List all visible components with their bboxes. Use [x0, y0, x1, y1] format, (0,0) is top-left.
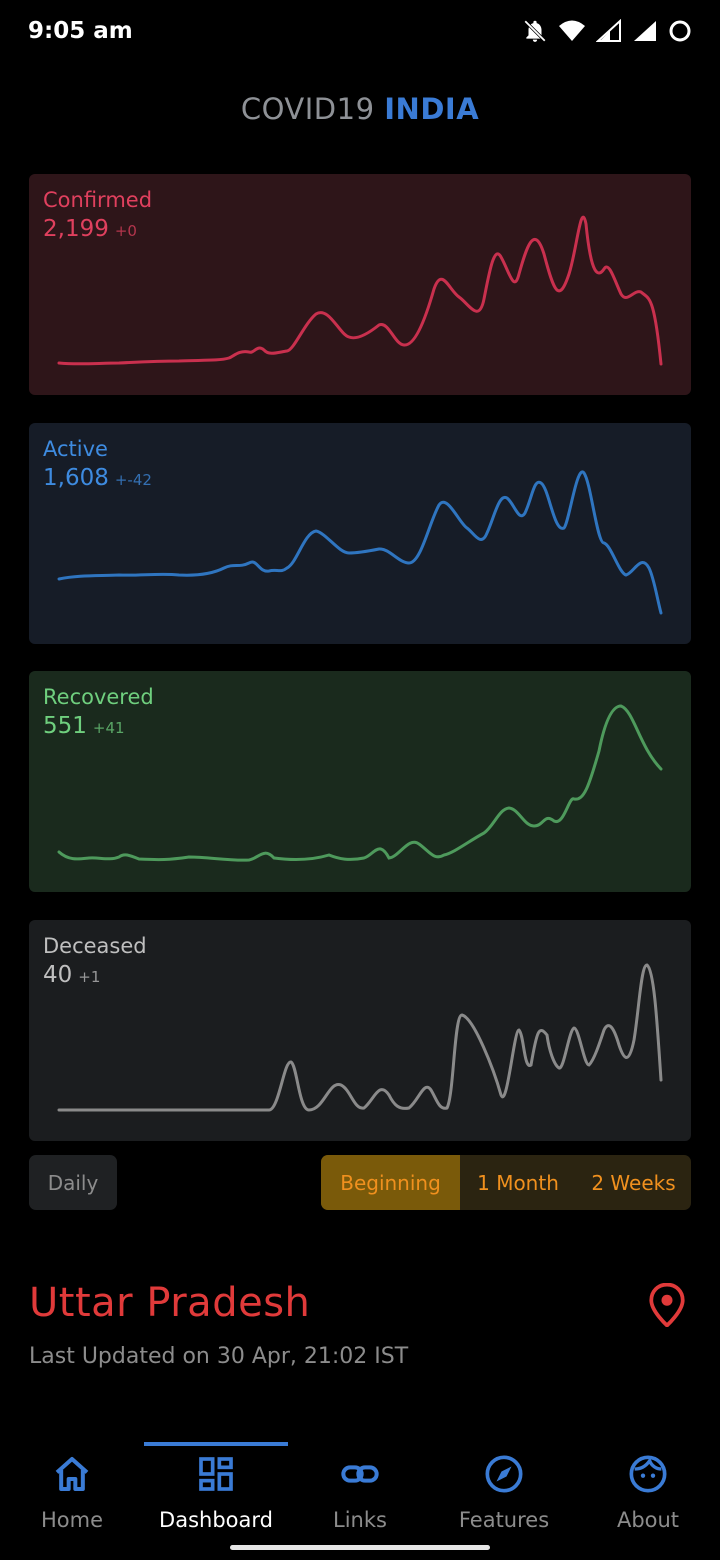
- deceased-sparkline: [57, 963, 663, 1112]
- card-label: Recovered: [43, 685, 154, 709]
- confirmed-card[interactable]: Confirmed 2,199 +0: [29, 174, 691, 395]
- compass-icon: [485, 1455, 523, 1493]
- card-value: 551 +41: [43, 713, 125, 739]
- nav-item-dashboard[interactable]: Dashboard: [144, 1454, 288, 1544]
- gesture-home-bar[interactable]: [230, 1545, 490, 1550]
- time-range-selector: Beginning 1 Month 2 Weeks: [321, 1155, 691, 1210]
- card-count: 40: [43, 962, 73, 988]
- card-label: Active: [43, 437, 108, 461]
- app-title-main: COVID19: [240, 92, 375, 126]
- nav-label: Dashboard: [159, 1508, 273, 1532]
- app-title-country: INDIA: [384, 92, 480, 126]
- card-delta: +-42: [114, 471, 152, 489]
- confirmed-sparkline: [57, 215, 663, 366]
- location-pin-icon[interactable]: [648, 1283, 686, 1327]
- nav-item-links[interactable]: Links: [288, 1454, 432, 1544]
- home-icon: [55, 1457, 89, 1491]
- daily-toggle-button[interactable]: Daily: [29, 1155, 117, 1210]
- notifications-off-icon: [524, 20, 546, 42]
- card-label: Confirmed: [43, 188, 153, 212]
- link-icon: [341, 1465, 379, 1483]
- bottom-navigation: Home Dashboard Links Features About: [0, 1440, 720, 1560]
- card-delta: +0: [114, 222, 137, 240]
- range-1-month-button[interactable]: 1 Month: [460, 1155, 576, 1210]
- deceased-card[interactable]: Deceased 40 +1: [29, 920, 691, 1141]
- card-count: 551: [43, 713, 87, 739]
- card-count: 2,199: [43, 216, 109, 242]
- card-delta: +41: [92, 719, 125, 737]
- active-card[interactable]: Active 1,608 +-42: [29, 423, 691, 644]
- status-icons: [522, 18, 692, 44]
- card-value: 40 +1: [43, 962, 100, 988]
- range-beginning-button[interactable]: Beginning: [321, 1155, 460, 1210]
- app-title: COVID19 INDIA: [0, 92, 720, 126]
- wifi-icon: [559, 20, 585, 41]
- dashboard-icon: [199, 1457, 233, 1491]
- nav-label: Links: [333, 1508, 387, 1532]
- last-updated-text: Last Updated on 30 Apr, 21:02 IST: [29, 1344, 409, 1369]
- nav-item-home[interactable]: Home: [0, 1454, 144, 1544]
- signal-full-icon: [634, 21, 656, 41]
- nav-label: About: [616, 1508, 680, 1532]
- active-sparkline: [57, 470, 663, 615]
- recovered-sparkline: [57, 704, 663, 862]
- card-delta: +1: [78, 968, 101, 986]
- card-label: Deceased: [43, 934, 147, 958]
- status-bar: 9:05 am: [0, 0, 720, 64]
- nav-active-indicator: [144, 1442, 288, 1446]
- nav-item-features[interactable]: Features: [432, 1454, 576, 1544]
- card-count: 1,608: [43, 465, 109, 491]
- face-icon: [629, 1455, 667, 1493]
- battery-icon: [669, 20, 691, 42]
- nav-label: Home: [40, 1508, 103, 1532]
- nav-label: Features: [458, 1508, 550, 1532]
- status-time: 9:05 am: [28, 18, 133, 44]
- signal-icon: [596, 19, 621, 42]
- card-value: 1,608 +-42: [43, 465, 152, 491]
- range-2-weeks-button[interactable]: 2 Weeks: [576, 1155, 691, 1210]
- nav-item-about[interactable]: About: [576, 1454, 720, 1544]
- state-name: Uttar Pradesh: [29, 1280, 311, 1326]
- recovered-card[interactable]: Recovered 551 +41: [29, 671, 691, 892]
- card-value: 2,199 +0: [43, 216, 137, 242]
